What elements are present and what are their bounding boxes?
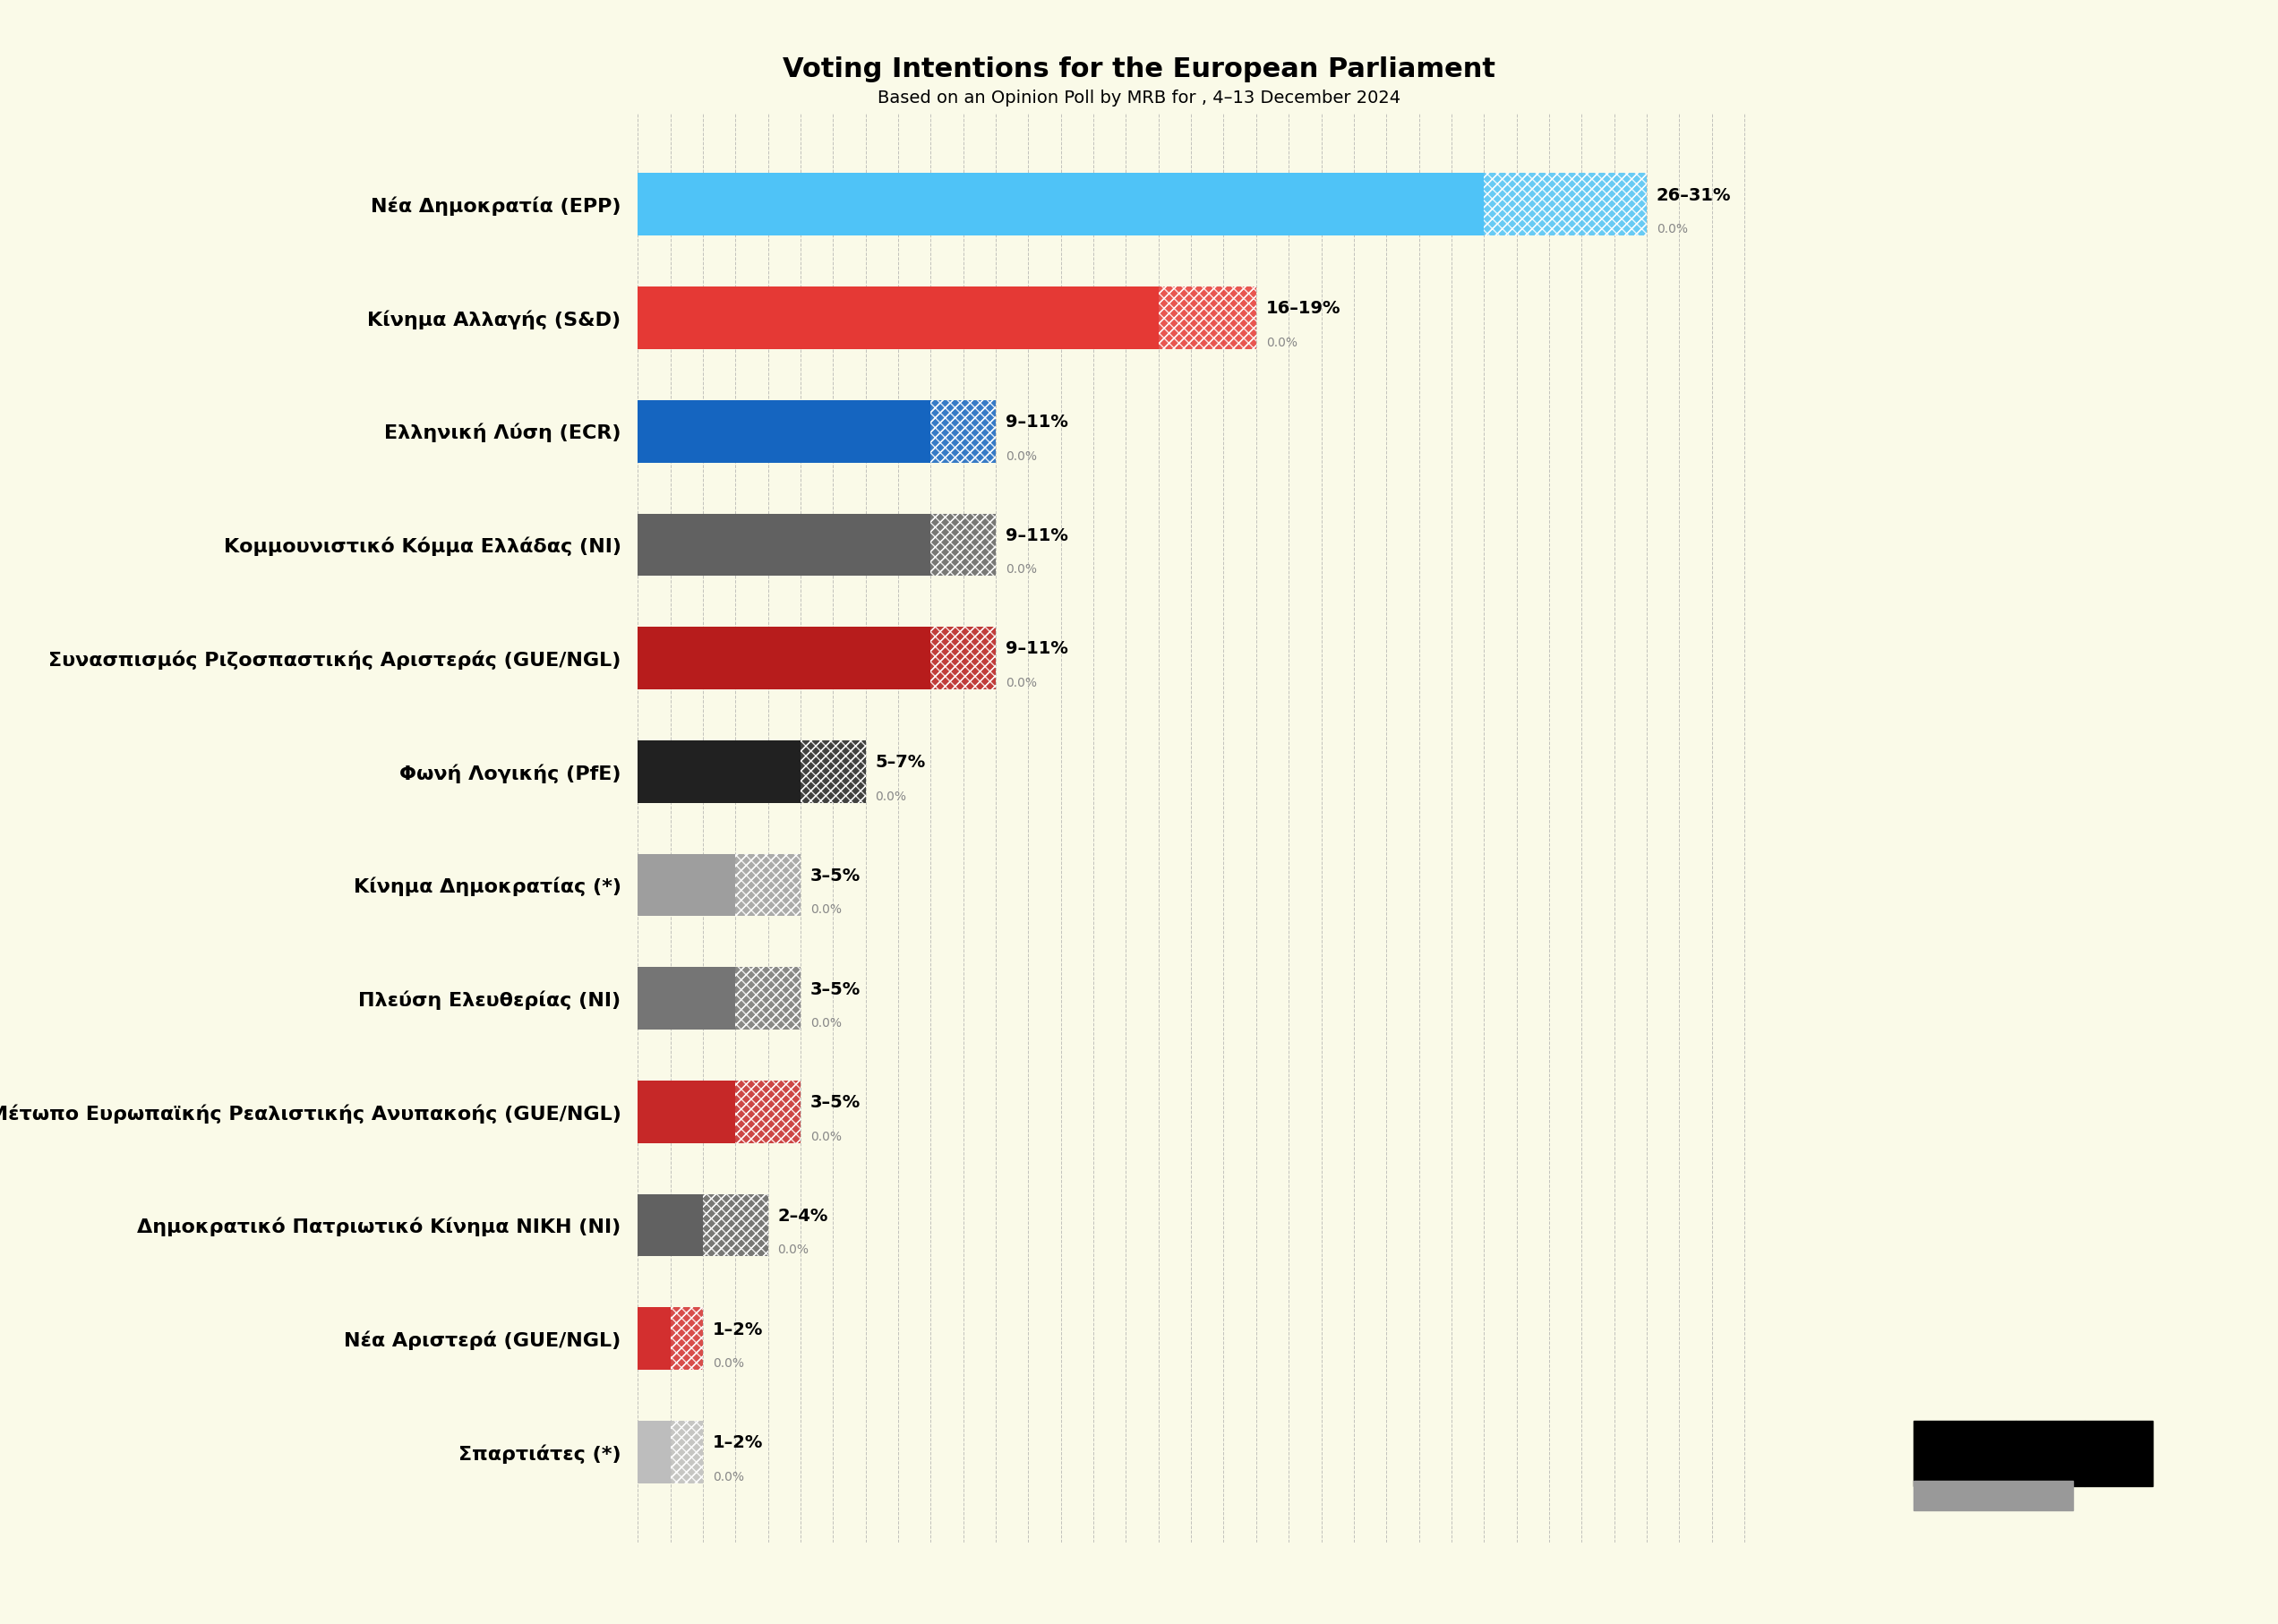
Bar — [638, 1194, 704, 1257]
Text: 0.0%: 0.0% — [713, 1358, 745, 1371]
Bar — [1483, 174, 1647, 235]
Bar — [1483, 174, 1647, 235]
Bar — [638, 1080, 736, 1143]
Bar — [932, 627, 995, 689]
Bar — [638, 968, 736, 1030]
Text: 16–19%: 16–19% — [1267, 300, 1342, 317]
Bar — [670, 1307, 704, 1369]
Bar — [704, 1194, 768, 1257]
Bar — [932, 400, 995, 463]
Bar — [736, 854, 800, 916]
Bar — [800, 741, 866, 802]
Bar — [638, 174, 1483, 235]
Text: 2–4%: 2–4% — [777, 1208, 829, 1224]
Text: 26–31%: 26–31% — [1656, 187, 1731, 205]
Text: 3–5%: 3–5% — [811, 981, 861, 997]
Text: Based on an Opinion Poll by MRB for , 4–13 December 2024: Based on an Opinion Poll by MRB for , 4–… — [877, 89, 1401, 106]
Text: 9–11%: 9–11% — [1005, 414, 1068, 430]
Bar — [736, 1080, 800, 1143]
Bar — [736, 854, 800, 916]
Bar — [1160, 287, 1255, 349]
Bar — [736, 968, 800, 1030]
Text: 0.0%: 0.0% — [1656, 222, 1688, 235]
Text: 95% confidence interval: 95% confidence interval — [1945, 1429, 2130, 1442]
Text: 9–11%: 9–11% — [1005, 640, 1068, 658]
Text: 3–5%: 3–5% — [811, 867, 861, 885]
Bar — [704, 1194, 768, 1257]
Bar — [1160, 287, 1255, 349]
Bar — [800, 741, 866, 802]
Text: 5–7%: 5–7% — [875, 754, 925, 771]
Bar — [932, 513, 995, 577]
Text: 0.0%: 0.0% — [811, 1130, 841, 1143]
Text: 0.0%: 0.0% — [875, 791, 907, 802]
Bar — [638, 741, 800, 802]
Bar — [736, 1080, 800, 1143]
Text: 0.0%: 0.0% — [811, 903, 841, 916]
Bar — [638, 513, 932, 577]
Text: 3–5%: 3–5% — [811, 1095, 861, 1111]
Text: 0.0%: 0.0% — [1267, 336, 1296, 349]
Bar — [736, 968, 800, 1030]
Text: 0.0%: 0.0% — [811, 1017, 841, 1030]
Text: 9–11%: 9–11% — [1005, 528, 1068, 544]
Text: 0.0%: 0.0% — [1005, 677, 1036, 689]
Bar — [638, 1307, 670, 1369]
Bar — [638, 287, 1160, 349]
Text: 0.0%: 0.0% — [1005, 450, 1036, 463]
Bar — [932, 627, 995, 689]
Bar — [638, 1421, 670, 1483]
Text: Voting Intentions for the European Parliament: Voting Intentions for the European Parli… — [784, 57, 1494, 83]
Text: 1–2%: 1–2% — [713, 1320, 763, 1338]
Bar — [638, 627, 932, 689]
Text: 0.0%: 0.0% — [777, 1244, 809, 1257]
Bar — [932, 400, 995, 463]
Text: Last result: Last result — [2000, 1499, 2073, 1512]
Bar — [670, 1421, 704, 1483]
Text: with median: with median — [2034, 1457, 2130, 1470]
Bar — [670, 1307, 704, 1369]
Bar — [638, 854, 736, 916]
Bar — [932, 513, 995, 577]
Text: 0.0%: 0.0% — [713, 1471, 745, 1483]
Bar — [638, 400, 932, 463]
Bar — [670, 1421, 704, 1483]
Text: 1–2%: 1–2% — [713, 1434, 763, 1452]
Text: 0.0%: 0.0% — [1005, 564, 1036, 577]
